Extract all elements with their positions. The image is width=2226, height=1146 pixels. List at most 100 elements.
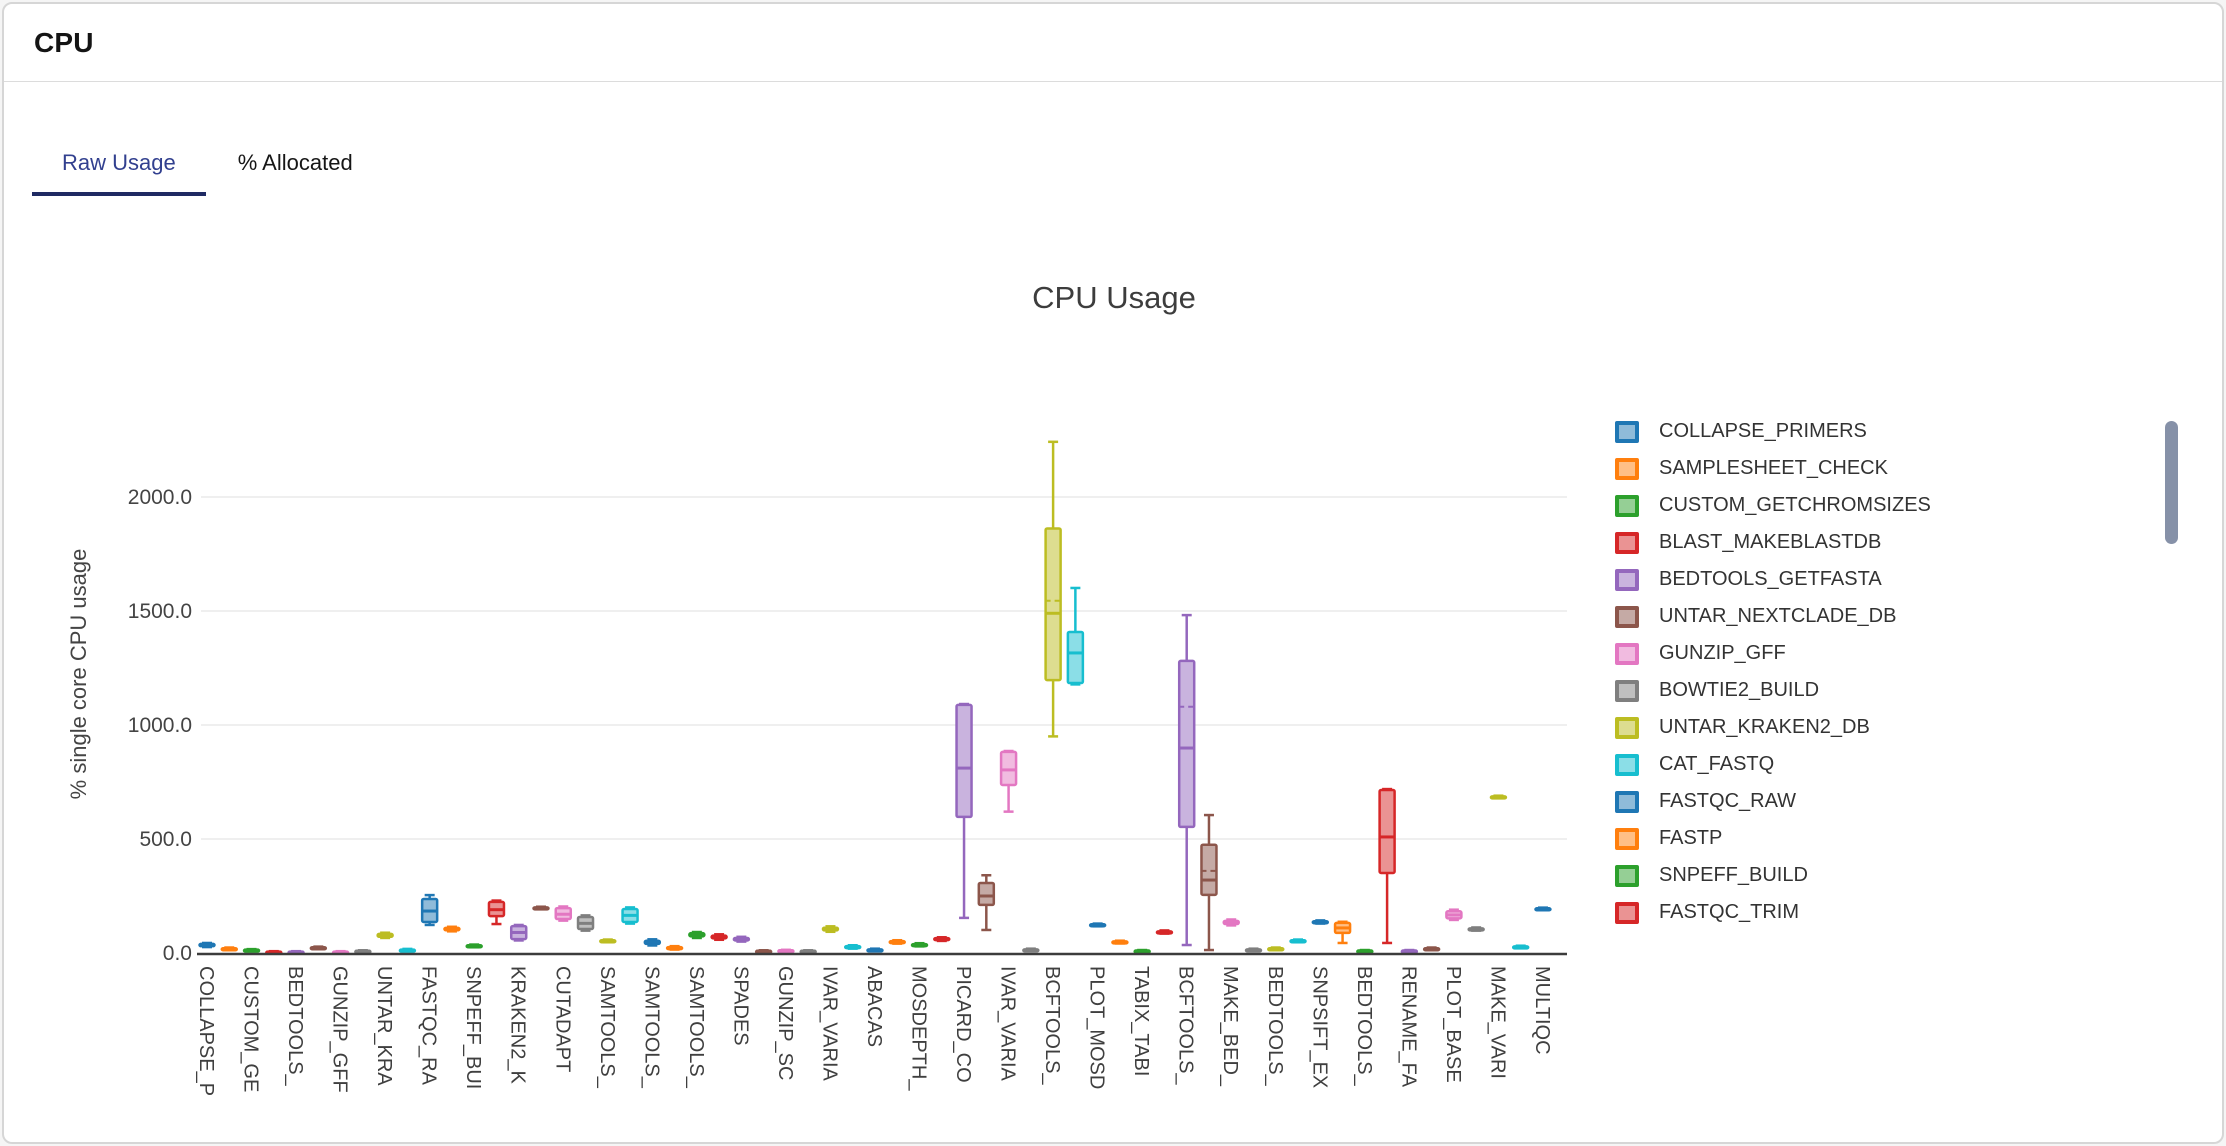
legend-item[interactable]: CAT_FASTQ: [1615, 753, 1931, 776]
legend-swatch-icon: [1615, 716, 1639, 739]
box[interactable]: [1511, 944, 1530, 950]
box[interactable]: [643, 938, 662, 947]
box[interactable]: [1267, 946, 1285, 952]
legend-item[interactable]: UNTAR_NEXTCLADE_DB: [1615, 605, 1931, 628]
legend-item[interactable]: COLLAPSE_PRIMERS: [1615, 420, 1931, 443]
legend-item[interactable]: CUSTOM_GETCHROMSIZES: [1615, 494, 1931, 517]
x-tick-label: MULTIQC: [1531, 966, 1553, 1055]
box[interactable]: [754, 949, 773, 954]
box[interactable]: [1177, 613, 1196, 947]
legend-swatch-icon: [1615, 420, 1639, 443]
box[interactable]: [977, 874, 996, 932]
box[interactable]: [1088, 922, 1107, 928]
box[interactable]: [287, 949, 305, 955]
legend-item[interactable]: BEDTOOLS_GETFASTA: [1615, 568, 1931, 591]
box[interactable]: [933, 936, 951, 943]
box[interactable]: [1155, 929, 1174, 935]
legend-item[interactable]: FASTP: [1615, 827, 1931, 850]
x-tick-labels: COLLAPSE_P CUSTOM_GE BEDTOOLS_ GUNZIP_GFF UN…: [195, 966, 1553, 1096]
box[interactable]: [398, 947, 417, 953]
box[interactable]: [910, 941, 929, 948]
box[interactable]: [465, 943, 483, 949]
box[interactable]: [309, 945, 328, 951]
box[interactable]: [1489, 794, 1508, 800]
legend-item[interactable]: FASTQC_RAW: [1615, 790, 1931, 813]
box[interactable]: [1422, 946, 1441, 952]
legend-item[interactable]: BLAST_MAKEBLASTDB: [1615, 531, 1931, 554]
legend-item[interactable]: SNPEFF_BUILD: [1615, 864, 1931, 887]
box[interactable]: [1044, 440, 1062, 738]
box[interactable]: [1311, 919, 1330, 925]
x-tick-label: MAKE_VARI: [1486, 966, 1508, 1079]
x-tick-label: CUTADAPT: [551, 966, 573, 1072]
box[interactable]: [999, 749, 1018, 813]
x-tick-label: BCFTOOLS_: [1175, 966, 1197, 1085]
x-tick-label: MAKE_BED_: [1219, 966, 1241, 1087]
box[interactable]: [443, 925, 461, 933]
box[interactable]: [621, 906, 639, 925]
chart-title: CPU Usage: [1032, 280, 1196, 315]
legend-swatch-icon: [1615, 790, 1639, 813]
box[interactable]: [710, 933, 728, 942]
box[interactable]: [220, 946, 239, 952]
box[interactable]: [420, 893, 439, 927]
legend-item[interactable]: FASTQC_TRIM: [1615, 901, 1931, 924]
box[interactable]: [1445, 908, 1463, 922]
box[interactable]: [1066, 586, 1085, 686]
box[interactable]: [1534, 906, 1552, 912]
box[interactable]: [1467, 926, 1485, 932]
legend-label: SNPEFF_BUILD: [1659, 864, 1808, 886]
box[interactable]: [1222, 918, 1240, 927]
box[interactable]: [265, 949, 283, 955]
tab-raw-usage[interactable]: Raw Usage: [32, 140, 206, 196]
box[interactable]: [487, 899, 506, 926]
box[interactable]: [821, 925, 840, 934]
box[interactable]: [866, 947, 884, 953]
legend-label: GUNZIP_GFF: [1659, 642, 1786, 664]
box[interactable]: [777, 948, 795, 954]
box[interactable]: [599, 938, 617, 944]
box[interactable]: [376, 931, 394, 940]
box[interactable]: [688, 930, 706, 940]
box[interactable]: [1133, 948, 1151, 954]
panel-header: CPU: [4, 4, 2222, 82]
x-tick-label: KRAKEN2_K: [507, 966, 529, 1084]
legend-item[interactable]: UNTAR_KRAKEN2_DB: [1615, 716, 1931, 739]
box[interactable]: [1356, 948, 1374, 954]
box[interactable]: [1200, 813, 1218, 952]
box[interactable]: [1378, 787, 1396, 945]
box[interactable]: [888, 938, 906, 945]
box[interactable]: [331, 949, 350, 955]
box[interactable]: [576, 914, 595, 932]
tab-bar: Raw Usage % Allocated: [32, 140, 2222, 196]
x-tick-label: BCFTOOLS_: [1041, 966, 1063, 1085]
box[interactable]: [1289, 938, 1307, 944]
legend-item[interactable]: SAMPLESHEET_CHECK: [1615, 457, 1931, 480]
box[interactable]: [509, 923, 528, 942]
box[interactable]: [532, 905, 550, 911]
box[interactable]: [1111, 939, 1129, 945]
legend-scrollbar[interactable]: [2165, 421, 2178, 544]
box[interactable]: [1022, 947, 1040, 953]
box[interactable]: [1244, 947, 1263, 953]
tab-percent-allocated[interactable]: % Allocated: [237, 150, 353, 175]
box[interactable]: [843, 943, 862, 950]
x-tick-label: ABACAS: [863, 966, 885, 1047]
box[interactable]: [732, 935, 751, 943]
legend-item[interactable]: BOWTIE2_BUILD: [1615, 679, 1931, 702]
box[interactable]: [955, 702, 973, 920]
legend-item[interactable]: GUNZIP_GFF: [1615, 642, 1931, 665]
box[interactable]: [665, 944, 684, 951]
box[interactable]: [1333, 920, 1352, 945]
box[interactable]: [242, 947, 261, 953]
box[interactable]: [354, 949, 372, 954]
box[interactable]: [554, 905, 573, 922]
box-series: [198, 440, 1552, 955]
box[interactable]: [1400, 948, 1419, 954]
legend-label: FASTQC_TRIM: [1659, 901, 1800, 923]
box[interactable]: [198, 941, 216, 949]
legend-swatch-icon: [1615, 642, 1639, 665]
legend-label: FASTP: [1659, 827, 1723, 849]
box[interactable]: [799, 949, 817, 954]
